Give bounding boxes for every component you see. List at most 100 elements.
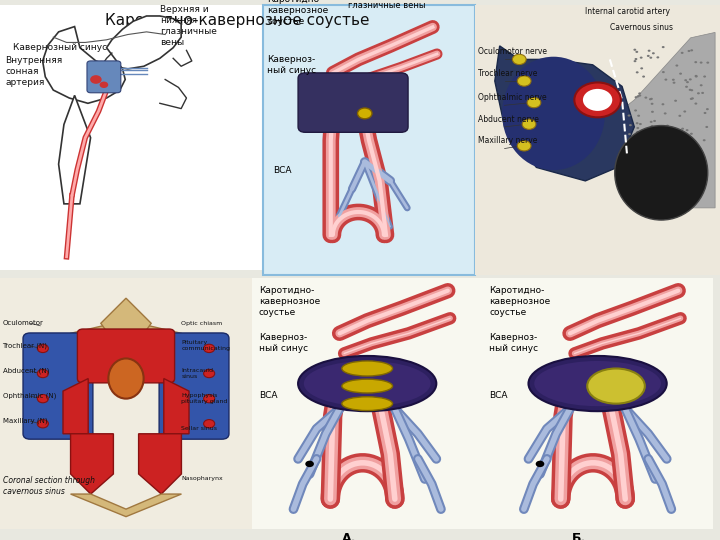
Circle shape — [634, 49, 636, 51]
Text: Б.: Б. — [572, 532, 586, 540]
Text: Кавернозный синус: Кавернозный синус — [13, 43, 107, 52]
Circle shape — [688, 89, 691, 91]
Text: Каверноз-
ный синус: Каверноз- ный синус — [259, 333, 308, 354]
Circle shape — [685, 86, 688, 88]
Text: Trochlear (N): Trochlear (N) — [2, 343, 48, 349]
Text: Верхняя и
нижняя
глазничные
вены: Верхняя и нижняя глазничные вены — [160, 5, 217, 47]
Circle shape — [642, 200, 645, 202]
Circle shape — [517, 140, 531, 151]
Circle shape — [358, 108, 372, 119]
Text: Sellar sinus: Sellar sinus — [181, 426, 217, 431]
FancyBboxPatch shape — [78, 329, 174, 383]
Ellipse shape — [342, 397, 392, 410]
Text: Каверноз-
ный синус: Каверноз- ный синус — [267, 55, 316, 75]
Circle shape — [637, 114, 640, 117]
Polygon shape — [163, 379, 189, 434]
Circle shape — [675, 198, 678, 200]
Circle shape — [636, 131, 639, 133]
Circle shape — [690, 49, 693, 51]
Text: ВСА: ВСА — [274, 166, 292, 175]
Circle shape — [644, 138, 647, 140]
Text: ВСА: ВСА — [490, 391, 508, 400]
Circle shape — [678, 185, 681, 187]
Bar — [475, 5, 720, 275]
Circle shape — [634, 96, 637, 98]
Circle shape — [686, 81, 689, 83]
Circle shape — [37, 394, 48, 403]
Circle shape — [674, 147, 677, 149]
Text: Ophthalmic (N): Ophthalmic (N) — [2, 393, 56, 400]
Circle shape — [681, 127, 684, 130]
Circle shape — [650, 98, 653, 100]
Circle shape — [690, 89, 693, 91]
Text: Ophthalmic nerve: Ophthalmic nerve — [477, 93, 546, 102]
Circle shape — [665, 172, 667, 174]
Polygon shape — [25, 323, 114, 374]
Circle shape — [657, 56, 660, 58]
Text: Abducent nerve: Abducent nerve — [477, 114, 539, 124]
Circle shape — [690, 98, 693, 100]
Circle shape — [691, 97, 694, 99]
Text: Hypophysis
pituitary gland: Hypophysis pituitary gland — [181, 393, 228, 404]
Circle shape — [675, 64, 678, 66]
Circle shape — [694, 61, 697, 63]
Circle shape — [662, 71, 665, 73]
Ellipse shape — [304, 361, 431, 406]
Circle shape — [689, 78, 692, 80]
Circle shape — [680, 52, 683, 54]
Circle shape — [703, 76, 706, 78]
Text: Optic chiasm: Optic chiasm — [181, 321, 222, 326]
Circle shape — [700, 84, 703, 86]
Circle shape — [651, 103, 654, 105]
Circle shape — [706, 108, 708, 110]
FancyBboxPatch shape — [87, 61, 121, 93]
Circle shape — [37, 345, 48, 353]
Polygon shape — [101, 298, 151, 341]
Text: Cavernous sinus: Cavernous sinus — [610, 23, 673, 32]
Circle shape — [37, 420, 48, 428]
Circle shape — [703, 164, 706, 166]
Circle shape — [37, 369, 48, 377]
Circle shape — [633, 136, 636, 138]
Circle shape — [648, 50, 651, 52]
Circle shape — [695, 76, 698, 78]
Circle shape — [627, 184, 630, 186]
Circle shape — [639, 123, 642, 125]
Circle shape — [674, 100, 677, 102]
Text: Internal carotid artery: Internal carotid artery — [585, 6, 670, 16]
Circle shape — [703, 112, 706, 114]
Text: Каротидно-
кавернозное
соустье: Каротидно- кавернозное соустье — [267, 0, 328, 26]
Bar — [263, 5, 475, 275]
Circle shape — [583, 89, 612, 111]
Circle shape — [637, 136, 640, 138]
Circle shape — [513, 54, 526, 65]
Circle shape — [681, 138, 684, 140]
Bar — [0, 278, 252, 529]
Text: Каротидно-кавернозное соустье: Каротидно-кавернозное соустье — [105, 14, 370, 29]
Circle shape — [649, 98, 652, 100]
Circle shape — [635, 51, 638, 53]
Circle shape — [651, 125, 654, 127]
Circle shape — [688, 160, 690, 163]
Ellipse shape — [528, 356, 667, 411]
Circle shape — [649, 57, 652, 59]
Circle shape — [649, 121, 652, 123]
Text: Trochlear nerve: Trochlear nerve — [477, 69, 537, 78]
Text: Intracauid
sinus: Intracauid sinus — [181, 368, 213, 379]
Polygon shape — [138, 434, 181, 494]
Circle shape — [636, 182, 639, 184]
Circle shape — [678, 114, 681, 117]
Circle shape — [634, 58, 637, 60]
Circle shape — [204, 345, 215, 353]
Circle shape — [631, 157, 634, 159]
Circle shape — [636, 71, 639, 73]
Circle shape — [669, 152, 672, 154]
Text: ВСА: ВСА — [259, 391, 277, 400]
Circle shape — [701, 92, 704, 94]
Ellipse shape — [615, 125, 708, 220]
FancyBboxPatch shape — [159, 333, 229, 439]
Polygon shape — [71, 434, 114, 494]
Polygon shape — [42, 16, 181, 103]
Ellipse shape — [502, 57, 605, 170]
Circle shape — [697, 92, 700, 94]
